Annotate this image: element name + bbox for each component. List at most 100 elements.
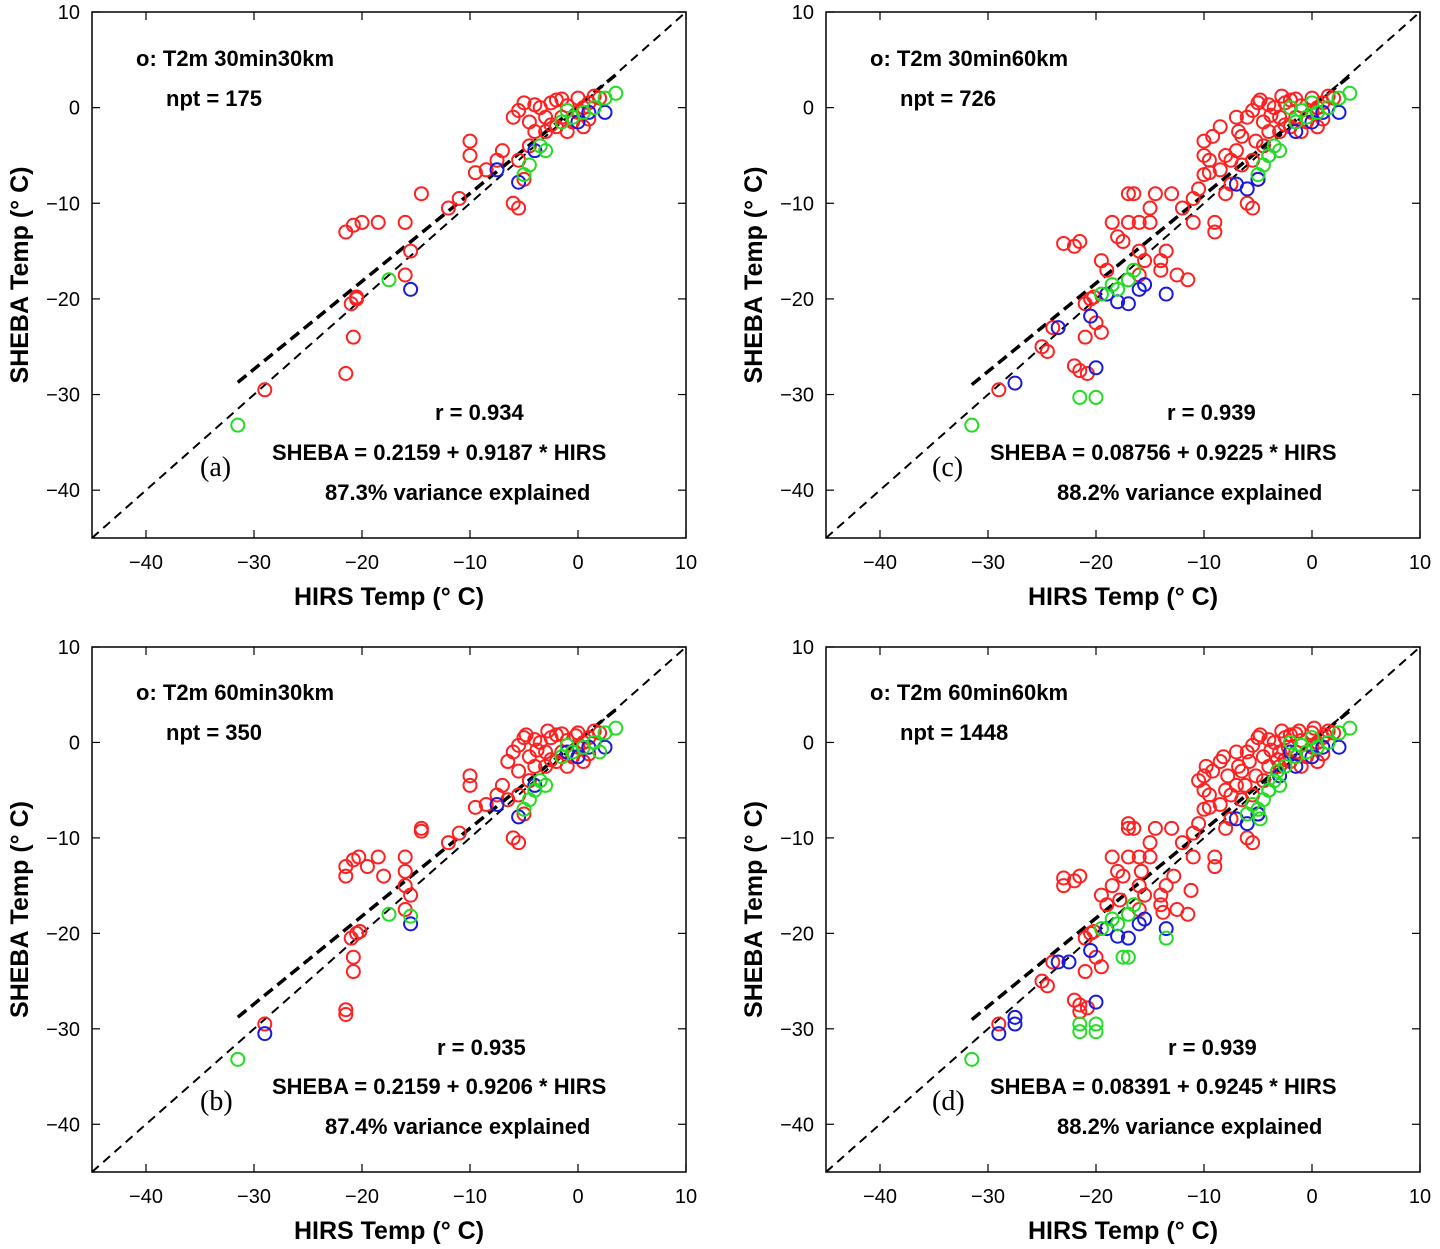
point-red: [1153, 262, 1169, 278]
point-red: [500, 754, 516, 770]
point-red: [403, 243, 419, 259]
point-green: [1072, 1024, 1088, 1040]
point-red: [529, 742, 545, 758]
regression-equation: SHEBA = 0.08391 + 0.9245 * HIRS: [990, 1074, 1337, 1099]
point-blue: [1137, 277, 1153, 293]
point-red: [1115, 868, 1131, 884]
point-green: [230, 1051, 246, 1067]
point-red: [1185, 214, 1201, 230]
point-red: [1056, 235, 1072, 251]
point-green: [1088, 389, 1104, 405]
point-red: [568, 728, 584, 744]
y-axis-label: SHEBA Temp (° C): [6, 801, 34, 1018]
y-tick-label: 0: [69, 98, 80, 120]
x-tick-label: −30: [971, 552, 1005, 574]
x-tick-label: 10: [675, 552, 697, 574]
point-red: [1180, 906, 1196, 922]
point-red: [1147, 820, 1163, 836]
point-blue: [1120, 930, 1136, 946]
point-red: [1291, 723, 1307, 739]
point-red: [511, 763, 527, 779]
point-blue: [403, 916, 419, 932]
point-green: [1304, 730, 1320, 746]
x-tick-label: −10: [1187, 552, 1221, 574]
point-red: [1241, 754, 1257, 770]
point-red: [1252, 727, 1268, 743]
correlation-annotation: r = 0.934: [435, 400, 524, 425]
point-red: [1201, 152, 1217, 168]
point-red: [1126, 186, 1142, 202]
x-tick-label: 0: [572, 1186, 583, 1208]
point-green: [1093, 286, 1109, 302]
point-red: [511, 835, 527, 851]
y-tick-label: −30: [46, 385, 80, 407]
point-red: [1155, 904, 1171, 920]
regression-line: [236, 708, 617, 1019]
point-red: [494, 777, 510, 793]
x-tick-label: −20: [345, 552, 379, 574]
variance-annotation: 87.3% variance explained: [325, 480, 590, 505]
y-axis-label: SHEBA Temp (° C): [6, 167, 34, 384]
point-green: [1342, 720, 1358, 736]
point-red: [345, 964, 361, 980]
point-green: [1252, 811, 1268, 827]
point-red: [1174, 835, 1190, 851]
point-red: [413, 186, 429, 202]
point-green: [403, 908, 419, 924]
point-red: [451, 825, 467, 841]
point-red: [1250, 95, 1266, 111]
point-red: [1212, 119, 1228, 135]
point-red: [1228, 744, 1244, 760]
point-red: [1120, 214, 1136, 230]
plot-area: [826, 12, 1420, 538]
regression-line: [970, 74, 1351, 387]
x-tick-label: 0: [1306, 552, 1317, 574]
x-axis-label: HIRS Temp (° C): [294, 1217, 484, 1245]
point-red: [1072, 868, 1088, 884]
point-red: [1131, 214, 1147, 230]
point-red: [1261, 124, 1277, 140]
variance-annotation: 88.2% variance explained: [1057, 1114, 1322, 1139]
point-red: [1133, 863, 1149, 879]
x-tick-label: −40: [129, 1186, 163, 1208]
regression-equation: SHEBA = 0.2159 + 0.9206 * HIRS: [272, 1074, 606, 1099]
point-green: [1115, 949, 1131, 965]
x-tick-label: −40: [129, 552, 163, 574]
npt-annotation: npt = 350: [166, 720, 262, 745]
point-blue: [991, 1026, 1007, 1042]
point-red: [1104, 214, 1120, 230]
series-annotation: o: T2m 60min30km: [136, 680, 334, 705]
point-red: [338, 1002, 354, 1018]
point-blue: [1007, 375, 1023, 391]
point-red: [462, 147, 478, 163]
point-blue: [1120, 296, 1136, 312]
point-red: [1220, 768, 1236, 784]
point-green: [1272, 143, 1288, 159]
point-red: [345, 329, 361, 345]
y-axis-label: SHEBA Temp (° C): [740, 167, 768, 384]
x-tick-label: 0: [1306, 1186, 1317, 1208]
point-red: [413, 823, 429, 839]
y-tick-label: 10: [58, 637, 80, 659]
point-red: [1120, 186, 1136, 202]
point-red: [1131, 849, 1147, 865]
point-red: [257, 382, 273, 398]
x-tick-label: −20: [1079, 552, 1113, 574]
point-green: [1239, 806, 1255, 822]
point-red: [1205, 128, 1221, 144]
point-green: [1293, 103, 1309, 119]
y-tick-label: −10: [780, 828, 814, 850]
x-tick-label: −40: [863, 552, 897, 574]
plot-area: [92, 12, 686, 538]
point-red: [991, 1016, 1007, 1032]
point-red: [338, 1007, 354, 1022]
x-tick-label: 10: [675, 1186, 697, 1208]
point-red: [1115, 234, 1131, 250]
plot-area: [826, 647, 1420, 1172]
y-tick-label: −40: [780, 480, 814, 502]
point-green: [1282, 100, 1298, 116]
point-green: [1320, 100, 1336, 116]
point-red: [1185, 849, 1201, 865]
point-green: [1320, 734, 1336, 750]
x-tick-label: −30: [237, 552, 271, 574]
